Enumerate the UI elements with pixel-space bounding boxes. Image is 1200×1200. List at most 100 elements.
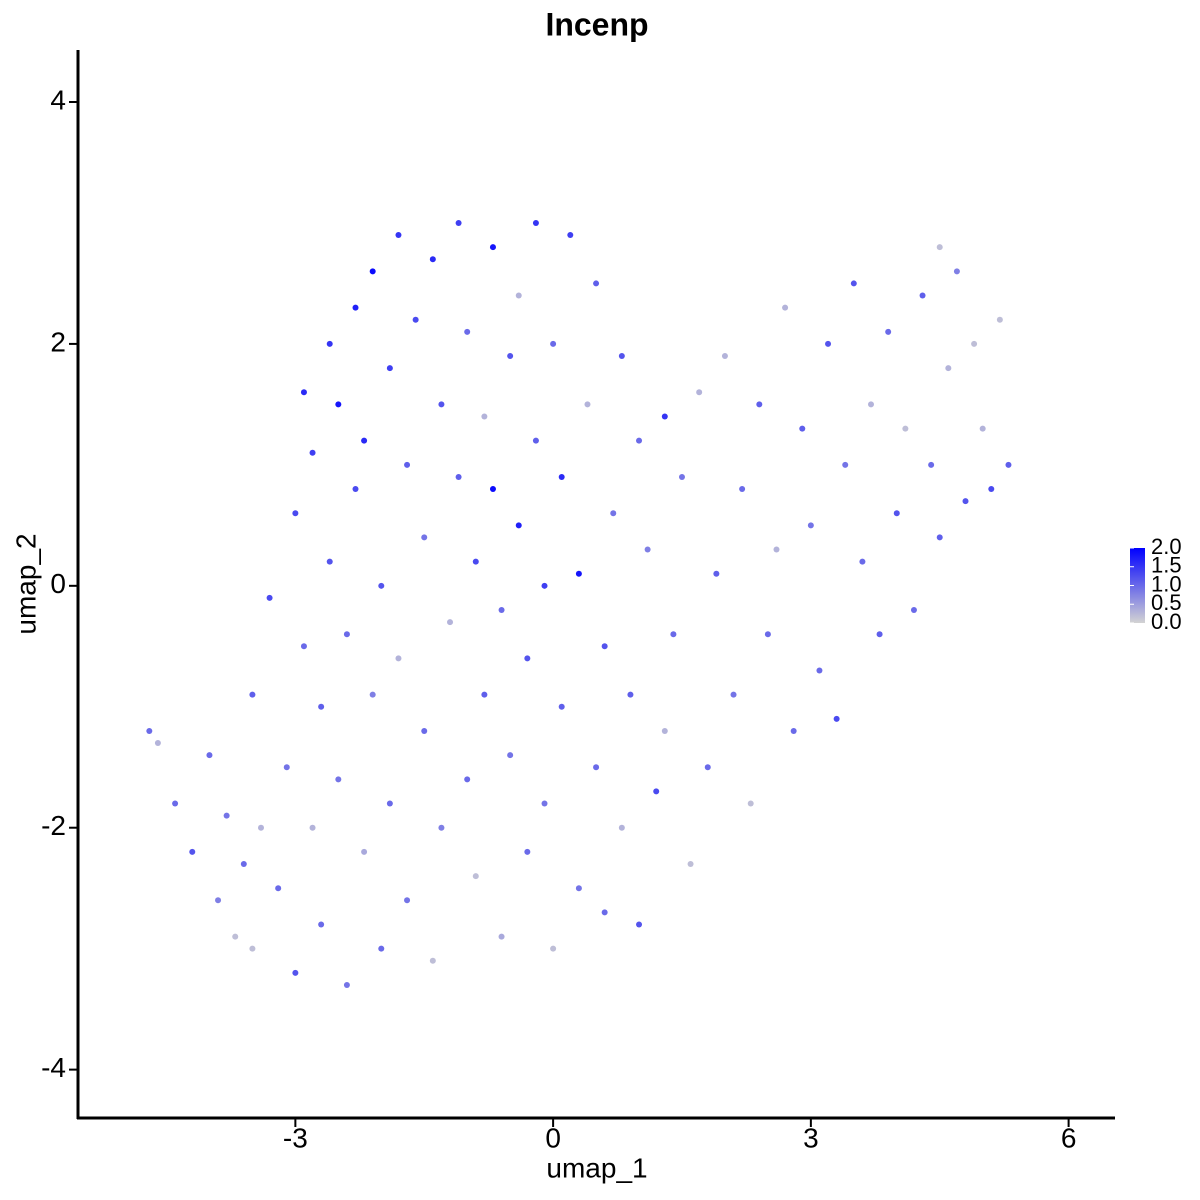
point (936, 534, 943, 541)
point (610, 510, 617, 517)
point (404, 461, 411, 468)
point (429, 256, 436, 263)
point (464, 328, 471, 335)
point (696, 389, 703, 396)
colorbar-tick-label: 2.0 (1151, 534, 1182, 559)
point (232, 933, 239, 940)
point (300, 643, 307, 650)
point (601, 643, 608, 650)
x-tick-label: 3 (803, 1122, 819, 1153)
point (404, 897, 411, 904)
point (524, 655, 531, 662)
point (447, 619, 454, 626)
point (721, 353, 728, 360)
point (429, 957, 436, 964)
point (472, 558, 479, 565)
point (807, 522, 814, 529)
point (816, 667, 823, 674)
colorbar-tick-label: 0.5 (1151, 590, 1182, 615)
point (644, 546, 651, 553)
point (498, 933, 505, 940)
point (593, 280, 600, 287)
point (713, 570, 720, 577)
point (541, 582, 548, 589)
point (825, 340, 832, 347)
point (893, 510, 900, 517)
point (326, 558, 333, 565)
point (636, 921, 643, 928)
point (618, 353, 625, 360)
y-tick-label: -4 (41, 1052, 66, 1083)
point (567, 232, 574, 239)
point (481, 691, 488, 698)
point (455, 473, 462, 480)
point (395, 232, 402, 239)
point (919, 292, 926, 299)
point (575, 885, 582, 892)
point (249, 945, 256, 952)
point (661, 727, 668, 734)
point (782, 304, 789, 311)
colorbar-tick-label: 0.0 (1151, 609, 1182, 634)
point (670, 631, 677, 638)
point (378, 945, 385, 952)
point (189, 848, 196, 855)
point (335, 776, 342, 783)
point (524, 848, 531, 855)
point (936, 244, 943, 251)
point (361, 848, 368, 855)
point (472, 873, 479, 880)
point (996, 316, 1003, 323)
point (550, 945, 557, 952)
point (979, 425, 986, 432)
point (309, 824, 316, 831)
point (292, 969, 299, 976)
point (249, 691, 256, 698)
point (498, 607, 505, 614)
point (584, 401, 591, 408)
point (627, 691, 634, 698)
x-axis-label: umap_1 (546, 1152, 647, 1183)
point (971, 340, 978, 347)
point (859, 558, 866, 565)
point (335, 401, 342, 408)
point (739, 486, 746, 493)
point (953, 268, 960, 275)
point (438, 824, 445, 831)
point (902, 425, 909, 432)
point (850, 280, 857, 287)
point (799, 425, 806, 432)
point (747, 800, 754, 807)
point (455, 219, 462, 226)
point (910, 607, 917, 614)
point (352, 486, 359, 493)
point (876, 631, 883, 638)
point (661, 413, 668, 420)
chart-title: Incenp (545, 6, 648, 42)
point (593, 764, 600, 771)
colorbar-tick-label: 1.5 (1151, 553, 1182, 578)
point (386, 365, 393, 372)
point (326, 340, 333, 347)
point (412, 316, 419, 323)
point (833, 715, 840, 722)
point (601, 909, 608, 916)
point (507, 353, 514, 360)
x-tick-label: -3 (283, 1122, 308, 1153)
y-tick-label: 2 (50, 326, 66, 357)
point (223, 812, 230, 819)
point (790, 727, 797, 734)
point (369, 691, 376, 698)
point (369, 268, 376, 275)
point (283, 764, 290, 771)
point (275, 885, 282, 892)
point (421, 534, 428, 541)
point (928, 461, 935, 468)
point (653, 788, 660, 795)
point (318, 921, 325, 928)
point (240, 861, 247, 868)
point (146, 727, 153, 734)
point (318, 703, 325, 710)
